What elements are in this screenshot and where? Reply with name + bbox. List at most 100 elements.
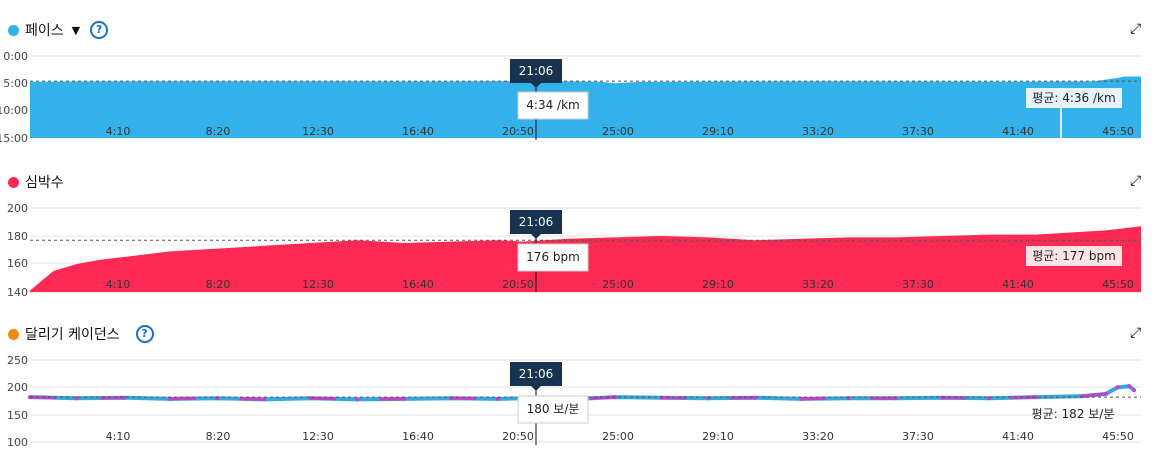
- pace-color-dot: [8, 24, 19, 36]
- series-line-highlight: [29, 384, 1135, 401]
- cursor-time-label: 21:06: [519, 64, 554, 78]
- cursor-time-badge: [510, 362, 562, 386]
- x-tick-label: 20:50: [502, 278, 534, 291]
- help-icon[interactable]: ?: [135, 325, 154, 343]
- expand-icon[interactable]: ⤢: [1130, 325, 1142, 341]
- data-point: [753, 395, 758, 400]
- data-point: [1115, 385, 1120, 390]
- x-tick-label: 41:40: [1002, 125, 1034, 138]
- expand-icon[interactable]: ⤢: [1130, 173, 1142, 189]
- y-tick-label: 200: [7, 202, 28, 215]
- x-tick-label: 41:40: [1002, 278, 1034, 291]
- data-point: [1033, 395, 1038, 400]
- data-point: [168, 396, 173, 401]
- data-point: [402, 396, 407, 401]
- x-tick-label: 37:30: [902, 278, 934, 291]
- hr-chart[interactable]: 200 180 160 140 4:10 8:20 12:30 16:40 20:50 25:00…: [0, 150, 1162, 300]
- cursor-value-label: 176 bpm: [526, 250, 580, 264]
- data-point: [1131, 388, 1136, 393]
- cursor-pointer: [531, 234, 541, 239]
- x-tick-label: 8:20: [206, 278, 231, 291]
- hr-title-row: 심박수: [8, 172, 64, 192]
- cadence-title: 달리기 케이던스: [25, 327, 120, 343]
- cursor-time-label: 21:06: [519, 215, 554, 229]
- x-tick-label: 37:30: [902, 430, 934, 443]
- data-point: [1127, 384, 1132, 389]
- cadence-title-row: 달리기 케이던스 ?: [8, 324, 154, 344]
- cursor-pointer: [531, 83, 541, 88]
- x-tick-label: 45:50: [1102, 430, 1134, 443]
- x-tick-label: 41:40: [1002, 430, 1034, 443]
- data-point: [74, 396, 79, 401]
- average-label: 평균: 177 bpm: [1032, 249, 1116, 263]
- cursor-value-label: 4:34 /km: [526, 98, 579, 112]
- data-point: [1103, 391, 1108, 396]
- y-tick-label: 180: [7, 230, 28, 243]
- cursor-value-box: [517, 395, 589, 424]
- data-point: [986, 396, 991, 401]
- x-tick-label: 12:30: [302, 278, 334, 291]
- pace-title-row: 페이스 ▼ ?: [8, 20, 109, 40]
- x-tick-label: 16:40: [402, 125, 434, 138]
- y-tick-label: 250: [7, 354, 28, 367]
- x-tick-label: 4:10: [106, 125, 131, 138]
- x-tick-label: 12:30: [302, 430, 334, 443]
- x-tick-label: 33:20: [802, 430, 834, 443]
- cursor-value-label: 180 보/분: [527, 402, 580, 416]
- cursor-time-badge: [510, 59, 562, 83]
- x-tick-label: 20:50: [502, 430, 534, 443]
- x-tick-label: 33:20: [802, 125, 834, 138]
- x-tick-label: 12:30: [302, 125, 334, 138]
- cadence-color-dot: [8, 328, 19, 340]
- y-tick-label: 200: [7, 381, 28, 394]
- hr-title: 심박수: [25, 175, 64, 191]
- dropdown-caret-icon[interactable]: ▼: [71, 23, 81, 37]
- data-point: [799, 396, 804, 401]
- hr-color-dot: [8, 176, 19, 188]
- data-point: [495, 396, 500, 401]
- y-tick-label: 10:00: [0, 104, 28, 117]
- data-point: [121, 395, 126, 400]
- x-tick-label: 8:20: [206, 430, 231, 443]
- x-tick-label: 29:10: [702, 430, 734, 443]
- data-point: [940, 395, 945, 400]
- help-icon[interactable]: ?: [90, 21, 109, 39]
- data-point: [355, 397, 360, 402]
- y-tick-label: 150: [7, 409, 28, 422]
- x-tick-label: 25:00: [602, 430, 634, 443]
- average-label: 평균: 182 보/분: [1032, 407, 1115, 421]
- x-tick-label: 16:40: [402, 278, 434, 291]
- cadence-chart[interactable]: 250 200 150 100 4:10 8:20 12:30 16:40 20:50 25:00…: [0, 300, 1162, 462]
- pace-chart[interactable]: 0:00 5:00 10:00 15:00 4:10 8:20 12:30 16:40 20:5…: [0, 0, 1162, 150]
- y-tick-label: 100: [7, 436, 28, 449]
- y-tick-label: 160: [7, 257, 28, 270]
- pace-panel: 페이스 ▼ ? ⤢ 0:00 5:00 10:00 15:00 4:10 8:20 12:3…: [0, 0, 1162, 150]
- x-tick-label: 8:20: [206, 125, 231, 138]
- x-tick-label: 29:10: [702, 125, 734, 138]
- data-point: [659, 395, 664, 400]
- y-tick-label: 0:00: [3, 50, 28, 63]
- data-point: [261, 397, 266, 402]
- cursor-time-badge: [510, 210, 562, 234]
- y-tick-label: 5:00: [3, 77, 28, 90]
- y-tick-label: 15:00: [0, 132, 28, 145]
- y-tick-label: 140: [7, 286, 28, 299]
- data-point: [308, 396, 313, 401]
- cursor-time-label: 21:06: [519, 367, 554, 381]
- cursor-value-box: [517, 243, 589, 272]
- average-label-box: [1026, 246, 1122, 266]
- x-tick-label: 29:10: [702, 278, 734, 291]
- x-tick-label: 25:00: [602, 278, 634, 291]
- x-tick-label: 33:20: [802, 278, 834, 291]
- x-tick-label: 4:10: [106, 430, 131, 443]
- expand-icon[interactable]: ⤢: [1130, 21, 1142, 37]
- x-tick-label: 25:00: [602, 125, 634, 138]
- pace-title: 페이스: [25, 23, 64, 39]
- cadence-panel: 달리기 케이던스 ? ⤢ 250 200 150 100 4:10 8:20 12:30 16…: [0, 300, 1162, 462]
- x-tick-label: 4:10: [106, 278, 131, 291]
- cursor-value-box: [517, 91, 589, 120]
- average-label: 평균: 4:36 /km: [1032, 91, 1115, 105]
- x-tick-label: 37:30: [902, 125, 934, 138]
- cursor-pointer: [531, 386, 541, 391]
- x-tick-label: 45:50: [1102, 125, 1134, 138]
